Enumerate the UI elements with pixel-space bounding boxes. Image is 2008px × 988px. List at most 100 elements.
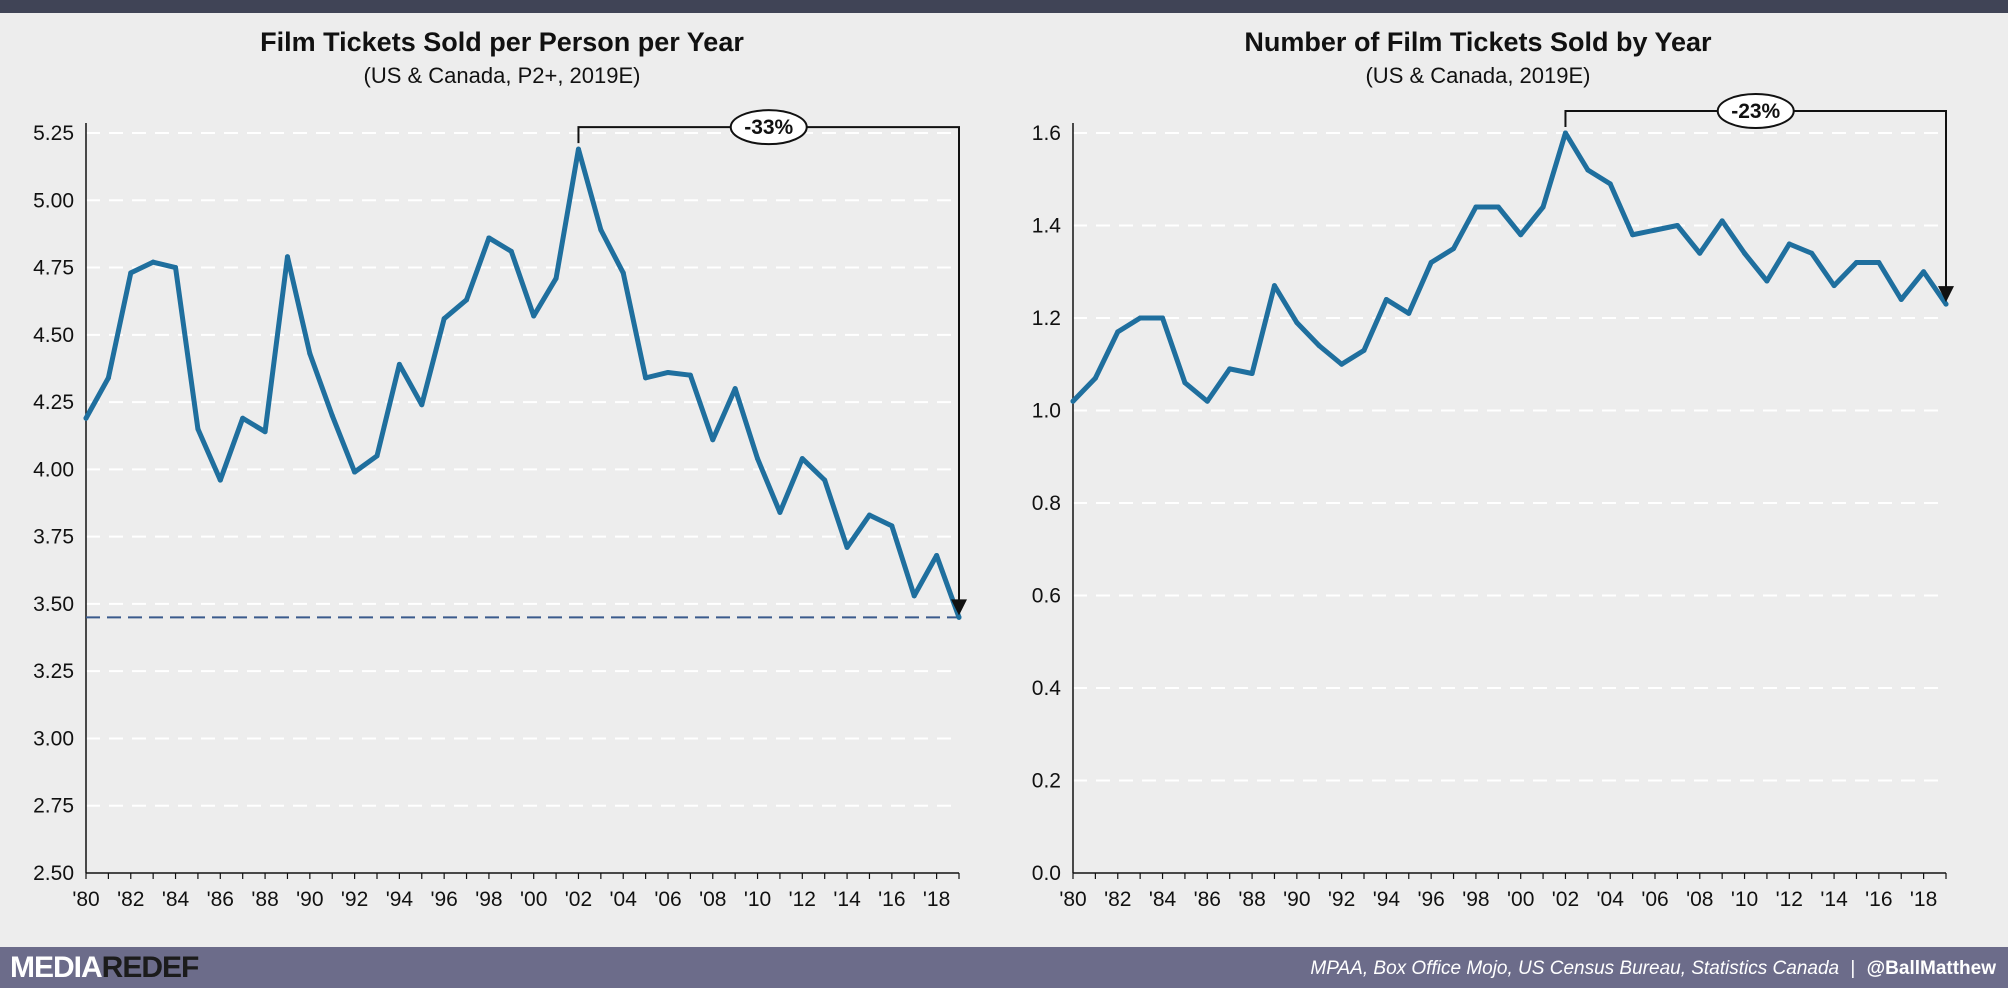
x-tick-label: '02 bbox=[1552, 888, 1579, 911]
x-tick-label: '94 bbox=[386, 888, 414, 911]
y-tick-label: 0.2 bbox=[1032, 770, 1061, 793]
x-tick-label: '06 bbox=[1641, 888, 1668, 911]
data-point bbox=[1406, 310, 1412, 316]
x-tick-label: '92 bbox=[1328, 888, 1355, 911]
data-point bbox=[396, 361, 402, 367]
y-tick-label: 0.8 bbox=[1032, 492, 1061, 515]
x-tick-label: '82 bbox=[1104, 888, 1131, 911]
data-point bbox=[419, 402, 425, 408]
data-point bbox=[866, 512, 872, 518]
data-point bbox=[553, 275, 559, 281]
x-tick-label: '12 bbox=[789, 888, 816, 911]
x-tick-label: '14 bbox=[833, 888, 861, 911]
source-text: MPAA, Box Office Mojo, US Census Bureau,… bbox=[1310, 958, 1840, 979]
x-tick-label: '88 bbox=[1238, 888, 1265, 911]
x-tick-label: '88 bbox=[251, 888, 278, 911]
x-tick-label: '00 bbox=[520, 888, 547, 911]
x-tick-label: '04 bbox=[610, 888, 638, 911]
x-tick-label: '82 bbox=[117, 888, 144, 911]
data-point bbox=[620, 270, 626, 276]
data-point bbox=[486, 235, 492, 241]
data-point bbox=[1070, 398, 1076, 404]
data-point bbox=[1876, 260, 1882, 265]
data-point bbox=[1428, 260, 1434, 265]
y-tick-label: 4.50 bbox=[33, 324, 74, 347]
data-point bbox=[1898, 297, 1904, 302]
data-point bbox=[956, 614, 962, 620]
data-point bbox=[710, 437, 716, 443]
data-point bbox=[1853, 260, 1859, 265]
data-point bbox=[1204, 398, 1210, 404]
x-tick-label: '90 bbox=[1283, 888, 1310, 911]
data-point bbox=[1339, 361, 1345, 367]
media-redef-logo: MEDIAREDEF bbox=[10, 951, 199, 984]
x-tick-label: '18 bbox=[923, 888, 950, 911]
x-tick-label: '98 bbox=[1462, 888, 1489, 911]
data-point bbox=[1697, 250, 1703, 256]
data-point bbox=[217, 477, 223, 483]
callout-badge bbox=[1716, 93, 1795, 129]
data-point bbox=[1383, 297, 1389, 302]
y-tick-label: 1.6 bbox=[1032, 122, 1061, 145]
chart-subtitle: (US & Canada, P2+, 2019E) bbox=[364, 63, 641, 88]
y-tick-label: 0.4 bbox=[1032, 677, 1062, 700]
data-point bbox=[1451, 246, 1457, 252]
data-point bbox=[755, 456, 761, 462]
x-tick-label: '10 bbox=[744, 888, 771, 911]
data-point bbox=[1719, 218, 1725, 224]
y-tick-label: 3.00 bbox=[33, 727, 74, 750]
x-tick-label: '08 bbox=[1686, 888, 1713, 911]
x-tick-label: '98 bbox=[475, 888, 502, 911]
x-tick-label: '16 bbox=[1865, 888, 1892, 911]
y-tick-label: 1.4 bbox=[1032, 215, 1062, 238]
data-point bbox=[1271, 283, 1277, 289]
data-point bbox=[1786, 241, 1792, 247]
x-tick-label: '94 bbox=[1373, 888, 1401, 911]
data-point bbox=[1361, 347, 1367, 353]
data-point bbox=[575, 146, 581, 152]
data-point bbox=[531, 313, 537, 319]
data-point bbox=[1137, 315, 1143, 321]
callout-label: -23% bbox=[1731, 100, 1780, 123]
data-point bbox=[1674, 223, 1680, 228]
data-point bbox=[1115, 329, 1121, 335]
x-tick-label: '96 bbox=[430, 888, 457, 911]
y-tick-label: 2.75 bbox=[33, 795, 74, 818]
y-tick-label: 5.00 bbox=[33, 189, 74, 212]
author-handle: @BallMatthew bbox=[1866, 958, 1996, 979]
data-point bbox=[1473, 204, 1479, 210]
data-point bbox=[598, 227, 604, 233]
data-point bbox=[1764, 278, 1770, 284]
x-tick-label: '84 bbox=[162, 888, 190, 911]
data-point bbox=[1742, 250, 1748, 256]
x-tick-label: '12 bbox=[1776, 888, 1803, 911]
x-tick-label: '08 bbox=[699, 888, 726, 911]
data-point bbox=[1160, 315, 1166, 321]
data-point bbox=[1249, 371, 1255, 376]
series-line bbox=[1070, 130, 1949, 404]
y-tick-label: 1.0 bbox=[1032, 400, 1061, 423]
callout-badge bbox=[729, 109, 808, 146]
y-tick-label: 2.50 bbox=[33, 862, 74, 885]
y-tick-label: 4.75 bbox=[33, 257, 74, 280]
y-tick-label: 5.25 bbox=[33, 122, 74, 145]
footer-bar: MEDIAREDEF MPAA, Box Office Mojo, US Cen… bbox=[0, 947, 2008, 988]
y-tick-label: 0.6 bbox=[1032, 585, 1061, 608]
data-point bbox=[1809, 250, 1815, 256]
y-tick-label: 3.25 bbox=[33, 660, 74, 683]
chart-title: Number of Film Tickets Sold by Year bbox=[1244, 27, 1712, 57]
data-point bbox=[934, 552, 940, 558]
data-point bbox=[83, 415, 89, 421]
data-point bbox=[240, 415, 246, 421]
data-point bbox=[643, 375, 649, 381]
data-point bbox=[799, 456, 805, 462]
data-point bbox=[329, 413, 335, 419]
callout-arrowhead bbox=[1938, 286, 1954, 303]
data-point bbox=[844, 544, 850, 550]
data-point bbox=[1227, 366, 1233, 372]
data-point bbox=[352, 469, 358, 475]
series-line bbox=[83, 146, 962, 620]
x-tick-label: '80 bbox=[1059, 888, 1086, 911]
data-point bbox=[1943, 301, 1949, 307]
x-tick-label: '02 bbox=[565, 888, 592, 911]
